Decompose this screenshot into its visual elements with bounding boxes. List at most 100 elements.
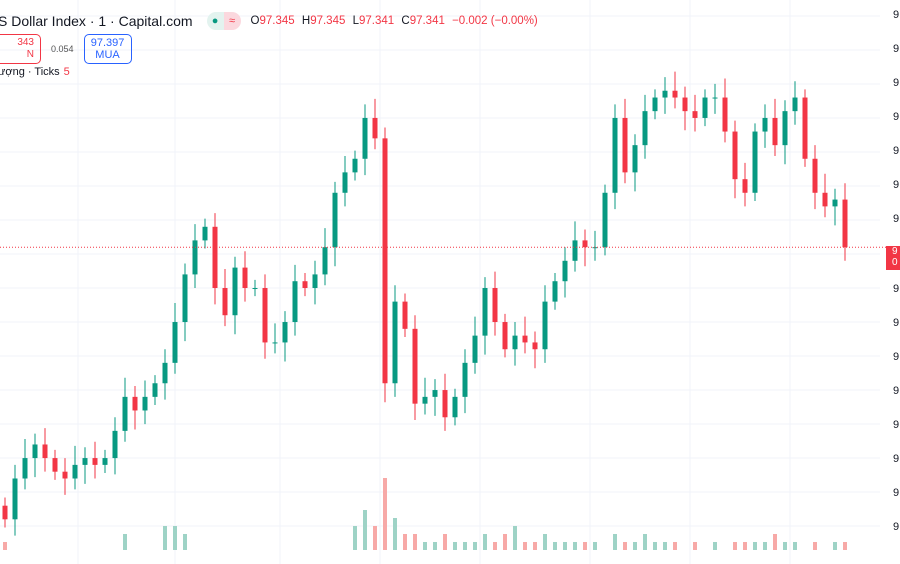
candle-body: [472, 335, 478, 363]
price-axis-label: 9: [893, 213, 900, 225]
volume-bar: [783, 542, 787, 550]
sell-button[interactable]: 343 N: [0, 34, 41, 64]
candle-body: [352, 158, 358, 173]
buy-button[interactable]: 97.397 MUA: [83, 34, 132, 64]
candle-body: [32, 444, 38, 459]
volume-bar: [773, 534, 777, 550]
candle-body: [112, 430, 118, 459]
low-value: 97.341: [358, 15, 395, 27]
candle-body: [172, 322, 178, 363]
symbol-legend: S Dollar Index · 1 · Capital.com ● ≈ O97…: [0, 12, 542, 30]
volume-bar: [513, 526, 517, 550]
price-axis-label: 9: [893, 385, 900, 397]
volume-legend[interactable]: ượng · Ticks 5: [0, 66, 70, 78]
volume-bar: [623, 542, 627, 550]
candle-body: [602, 192, 608, 248]
volume-bar: [433, 542, 437, 550]
candle-body: [282, 322, 288, 343]
volume-bar: [393, 518, 397, 550]
candle-body: [762, 117, 768, 132]
volume-bar: [653, 542, 657, 550]
price-axis-label: 9: [893, 9, 900, 21]
candle-body: [162, 362, 168, 384]
price-axis-label: 9: [893, 419, 900, 431]
candle-body: [362, 117, 368, 159]
volume-bar: [3, 542, 7, 550]
buy-price: 97.397: [90, 37, 125, 49]
candle-body: [202, 226, 208, 241]
candle-body: [582, 240, 588, 248]
delayed-data-icon: ≈: [223, 12, 241, 30]
candle-body: [542, 301, 548, 350]
candle-body: [672, 90, 678, 98]
candle-body: [252, 288, 258, 290]
volume-bar: [733, 542, 737, 550]
candle-body: [822, 192, 828, 207]
low-label: L: [352, 15, 359, 27]
candle-body: [552, 281, 558, 302]
candle-body: [52, 458, 58, 472]
volume-bar: [763, 542, 767, 550]
candle-body: [192, 240, 198, 275]
volume-bar: [173, 526, 177, 550]
candle-body: [22, 458, 28, 479]
open-value: 97.345: [259, 15, 295, 27]
candle-body: [842, 199, 848, 248]
high-value: 97.345: [310, 15, 346, 27]
candle-body: [132, 396, 138, 411]
candle-body: [232, 267, 238, 316]
volume-bar: [453, 542, 457, 550]
candle-body: [622, 117, 628, 173]
price-axis-label: 9: [893, 179, 900, 191]
candle-body: [292, 281, 298, 323]
volume-bar: [673, 542, 677, 550]
market-status[interactable]: ● ≈: [206, 12, 241, 30]
candle-body: [722, 97, 728, 132]
candle-body: [82, 458, 88, 465]
change-value: −0.002 (−0.00%): [452, 15, 538, 27]
candle-body: [442, 390, 448, 418]
candle-body: [392, 301, 398, 384]
volume-bar: [813, 542, 817, 550]
volume-bar: [573, 542, 577, 550]
volume-bar: [753, 542, 757, 550]
candle-body: [632, 145, 638, 173]
close-value: 97.341: [409, 15, 445, 27]
volume-bar: [713, 542, 717, 550]
candle-body: [732, 131, 738, 180]
volume-bar: [183, 534, 187, 550]
candle-body: [742, 179, 748, 193]
price-axis-label: 9: [893, 487, 900, 499]
candle-body: [2, 505, 8, 520]
candle-body: [502, 322, 508, 350]
candle-body: [342, 172, 348, 193]
volume-bar: [593, 542, 597, 550]
candle-body: [92, 458, 98, 465]
ohlc-values: O97.345 H97.345 L97.341 C97.341 −0.002 (…: [251, 15, 542, 27]
volume-bar: [583, 542, 587, 550]
price-axis-label: 9: [893, 111, 900, 123]
candle-body: [702, 97, 708, 118]
price-axis-label: 9: [893, 521, 900, 533]
candle-body: [412, 328, 418, 404]
volume-bar: [353, 526, 357, 550]
volume-bar: [613, 534, 617, 550]
candle-body: [462, 362, 468, 397]
sell-label: N: [26, 49, 34, 60]
volume-bar: [543, 534, 547, 550]
candle-body: [532, 342, 538, 350]
volume-bar: [533, 542, 537, 550]
candle-body: [42, 444, 48, 459]
candle-body: [102, 458, 108, 465]
candle-body: [382, 138, 388, 384]
volume-bar: [473, 542, 477, 550]
candle-body: [302, 281, 308, 289]
candle-body: [272, 342, 278, 344]
volume-bar: [163, 526, 167, 550]
symbol-title[interactable]: S Dollar Index · 1 · Capital.com: [0, 13, 193, 29]
candle-body: [802, 97, 808, 159]
candle-body: [642, 111, 648, 146]
candle-body: [452, 396, 458, 418]
candle-body: [422, 396, 428, 404]
